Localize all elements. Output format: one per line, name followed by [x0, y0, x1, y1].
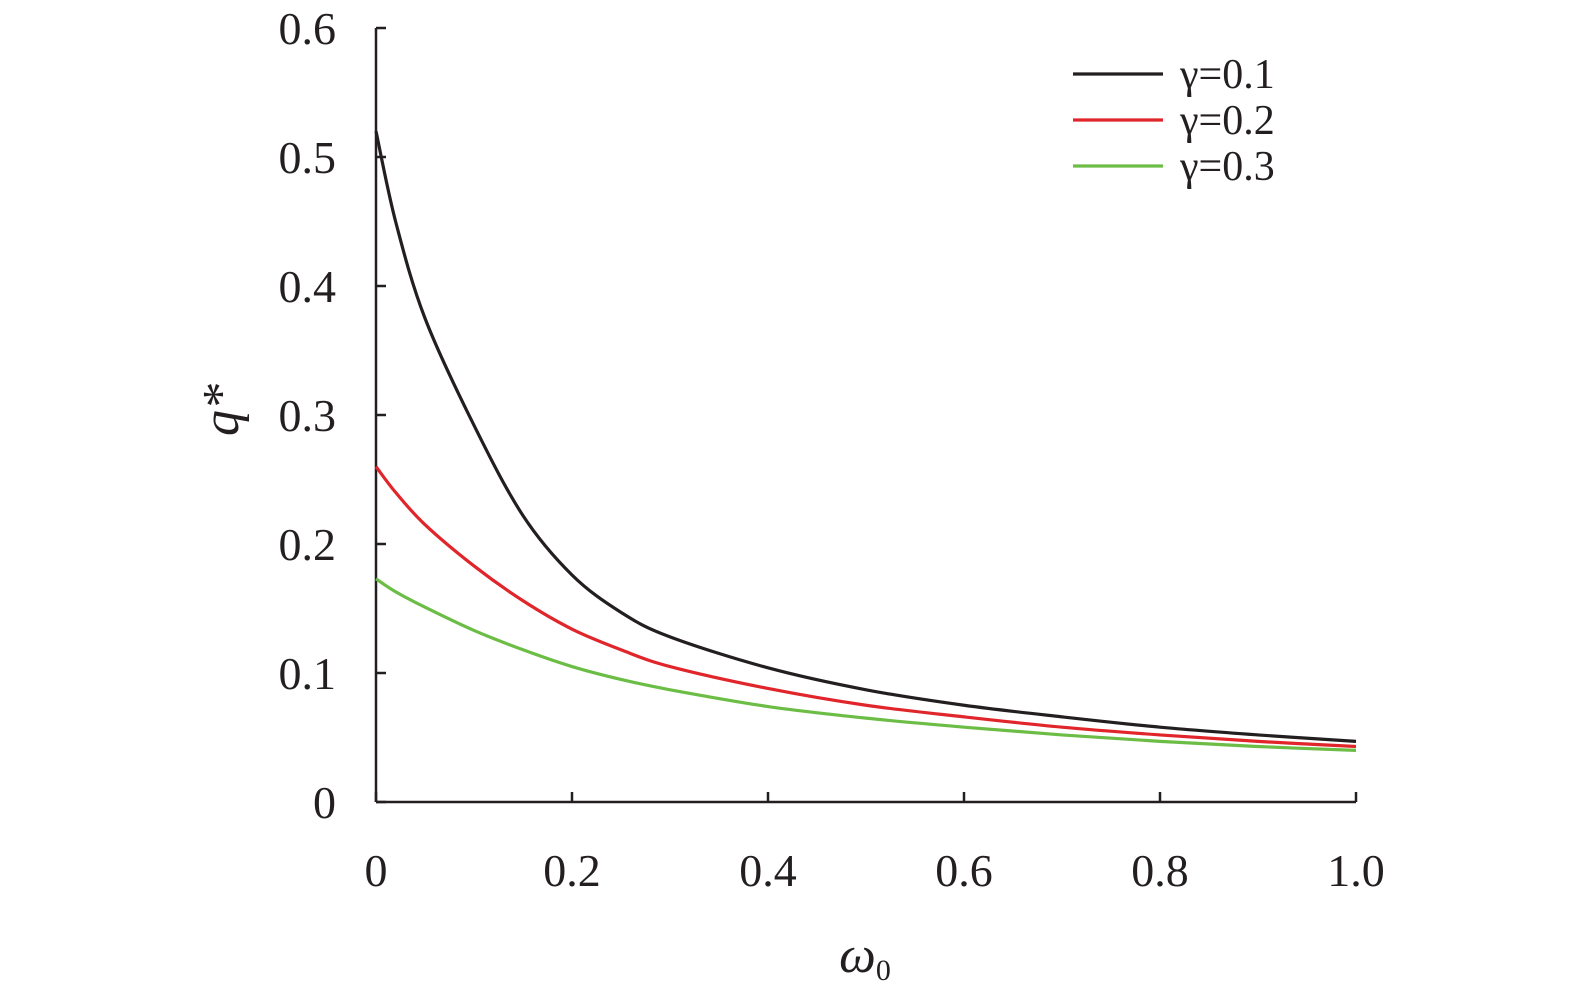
x-tick-label: 0.2 [543, 845, 601, 896]
y-tick-label: 0.4 [279, 261, 337, 312]
legend-label: γ=0.3 [1179, 144, 1275, 190]
y-tick-label: 0.6 [279, 3, 337, 54]
plot-lines [374, 130, 1357, 752]
x-tick-label: 0.8 [1131, 845, 1189, 896]
x-tick-label: 0.4 [739, 845, 797, 896]
x-tick-label: 0 [365, 845, 388, 896]
x-axis-label: ω0 [839, 927, 891, 987]
series-line-2 [374, 465, 1357, 749]
series-line-1 [374, 130, 1357, 743]
legend-label: γ=0.1 [1179, 52, 1275, 98]
x-axis-label-main: ω [839, 927, 876, 984]
legend: γ=0.1γ=0.2γ=0.3 [1073, 52, 1275, 190]
y-tick-label: 0.2 [279, 519, 337, 570]
series-line-3 [375, 577, 1357, 752]
y-axis-ticks: 0 0.1 0.2 0.3 0.4 0.5 0.6 [279, 3, 386, 828]
x-axis-ticks: 0 0.2 0.4 0.6 0.8 1.0 [365, 792, 1385, 896]
y-tick-label: 0.3 [279, 390, 337, 441]
x-axis-label-subscript: 0 [876, 954, 891, 987]
y-tick-label: 0.5 [279, 132, 337, 183]
x-tick-label: 1.0 [1327, 845, 1385, 896]
legend-label: γ=0.2 [1179, 98, 1275, 144]
y-axis-label: q* [193, 384, 250, 436]
y-tick-label: 0 [313, 777, 336, 828]
y-tick-label: 0.1 [279, 648, 337, 699]
x-tick-label: 0.6 [935, 845, 993, 896]
